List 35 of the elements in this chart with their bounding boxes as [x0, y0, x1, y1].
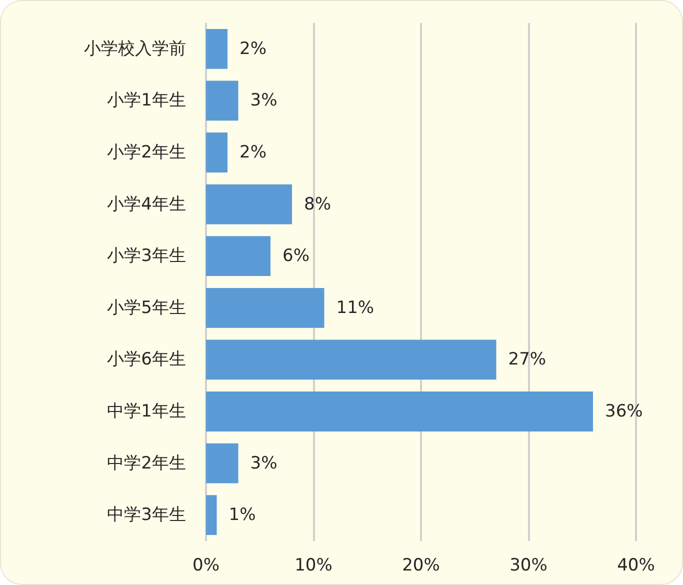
- x-tick-label: 30%: [510, 556, 548, 576]
- y-tick-label: 小学2年生: [107, 142, 186, 162]
- bar: [206, 340, 496, 380]
- x-tick-label: 10%: [294, 556, 332, 576]
- x-tick-label: 20%: [402, 556, 440, 576]
- y-tick-label: 中学2年生: [107, 453, 186, 474]
- data-label: 8%: [304, 194, 331, 214]
- bar: [206, 132, 228, 172]
- data-label: 36%: [605, 402, 643, 422]
- data-label: 6%: [282, 246, 310, 266]
- y-tick-label: 小学6年生: [107, 350, 186, 370]
- data-label: 3%: [250, 453, 278, 474]
- bar: [206, 80, 238, 121]
- y-tick-label: 中学1年生: [107, 402, 186, 422]
- data-label: 3%: [250, 90, 278, 111]
- bar: [206, 495, 217, 536]
- data-label: 11%: [336, 298, 374, 318]
- data-label: 1%: [228, 505, 256, 526]
- y-tick-label: 中学3年生: [107, 505, 186, 526]
- y-tick-label: 小学1年生: [107, 90, 186, 111]
- y-tick-label: 小学3年生: [107, 246, 186, 266]
- bar: [206, 288, 324, 328]
- data-label: 2%: [240, 38, 266, 59]
- y-tick-label: 小学5年生: [107, 298, 186, 318]
- y-tick-label: 小学校入学前: [84, 38, 186, 59]
- bar: [206, 184, 292, 224]
- bar: [206, 443, 238, 484]
- x-tick-label: 40%: [617, 556, 655, 576]
- bar: [206, 28, 228, 69]
- x-tick-label: 0%: [192, 556, 220, 576]
- y-tick-label: 小学4年生: [107, 194, 186, 214]
- bar: [206, 392, 593, 432]
- data-label: 2%: [240, 142, 266, 162]
- bar: [206, 236, 270, 276]
- data-label: 27%: [508, 350, 546, 370]
